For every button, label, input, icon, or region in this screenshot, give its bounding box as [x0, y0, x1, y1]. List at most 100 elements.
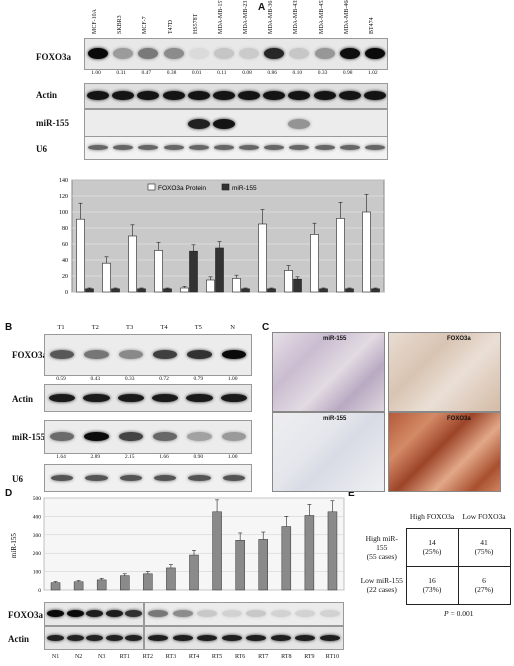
blot-band [187, 119, 210, 129]
row-label-actin-d: Actin [8, 634, 29, 644]
blot-actin-a [84, 83, 388, 109]
bar-mir155 [293, 278, 302, 293]
lane-label: RT2 [142, 654, 153, 660]
blot-band [221, 635, 242, 641]
blot-actin-b [44, 384, 252, 412]
blot-band [163, 145, 184, 150]
cell-high-mir-high-foxo: 14 (25%) [405, 527, 459, 567]
blot-band [51, 475, 74, 481]
y-tick-label: 100 [33, 570, 42, 576]
blot-band [172, 610, 193, 617]
y-tick-label: 500 [33, 496, 42, 502]
histo-label: miR-155 [323, 336, 347, 342]
blot-band [313, 91, 336, 100]
blot-band [88, 48, 109, 59]
blot-foxo3a-b [44, 334, 252, 376]
blot-band [84, 350, 109, 359]
blot-actin-d-right [144, 626, 344, 650]
row-label-actin: Actin [36, 90, 57, 100]
blot-foxo3a-d-left [44, 602, 144, 626]
blot-band [339, 145, 360, 150]
row-header-cases: (22 cases) [366, 585, 397, 594]
blot-band [289, 48, 310, 59]
bar-mir155 [215, 247, 224, 293]
lane-label: N3 [98, 654, 106, 660]
ratio-value: 0.47 [141, 70, 152, 76]
blot-band [213, 145, 234, 150]
y-tick-label: 20 [62, 274, 68, 280]
blot-band [148, 610, 168, 617]
cell-line-label: MDA-MB-453 [318, 0, 325, 34]
blot-band [137, 91, 160, 100]
panel-label-e: E [348, 488, 355, 499]
blot-band [319, 610, 340, 617]
legend-swatch [147, 183, 156, 191]
cell-percent: (25%) [422, 547, 442, 556]
blot-band [47, 635, 64, 641]
blot-band [50, 432, 75, 441]
blot-band [66, 635, 84, 641]
blot-band [84, 432, 109, 441]
blot-band [222, 475, 245, 481]
y-tick-label: 120 [59, 194, 68, 200]
blot-band [138, 145, 159, 150]
row-header-text: High miR-155 [365, 533, 398, 552]
blot-band [221, 350, 246, 359]
blot-band [270, 610, 291, 617]
cell-line-label: MCF-7 [142, 16, 149, 34]
lane-label: T3 [126, 324, 134, 331]
bar-mir155 [143, 573, 153, 591]
cell-line-label: MDA-MB-157 [217, 0, 224, 34]
blot-mir155-a [84, 109, 388, 139]
y-tick-label: 0 [65, 290, 68, 296]
col-header-high-foxo3a: High FOXO3a [406, 506, 458, 529]
y-tick-label: 300 [33, 533, 42, 539]
panel-label-d: D [5, 488, 13, 499]
ratio-value: 0.79 [193, 376, 204, 382]
histo-label: miR-155 [323, 416, 347, 422]
blot-band [105, 635, 123, 641]
histo-label: FOXO3a [447, 336, 471, 342]
blot-band [212, 119, 235, 129]
lane-label: RT1 [119, 654, 130, 660]
plot-area [71, 179, 385, 293]
blot-band [288, 91, 311, 100]
legend-label: miR-155 [232, 185, 257, 192]
bar-mir155 [137, 288, 146, 293]
lane-label: RT10 [325, 654, 340, 660]
cell-line-label: MDA-MB-361 [268, 0, 275, 34]
bar-mir155 [235, 540, 245, 591]
blot-band [162, 91, 185, 100]
y-tick-label: 40 [62, 258, 68, 264]
ratio-value: 0.01 [191, 70, 202, 76]
blot-band [118, 432, 143, 441]
blot-band [295, 635, 315, 641]
chart-mir155-tumors: 0 100 200 300 400 500 miR-155 [10, 496, 345, 594]
blot-band [221, 610, 242, 617]
blot-actin-d-left [44, 626, 144, 650]
blot-band [148, 635, 168, 641]
bar-foxo3a [76, 218, 85, 293]
ratio-value: 0.86 [267, 70, 277, 76]
ratio-value: 1.00 [227, 454, 238, 460]
p-symbol: P [444, 608, 449, 618]
blot-band [364, 145, 385, 150]
ratio-value: 0.08 [242, 70, 252, 76]
ratio-value: 1.02 [368, 70, 378, 76]
y-tick-label: 0 [38, 588, 41, 594]
contingency-table: High FOXO3a Low FOXO3a High miR-155 (55 … [358, 506, 511, 618]
lane-label: T1 [57, 324, 65, 331]
legend-label: FOXO3a Protein [158, 185, 206, 192]
blot-band [152, 394, 179, 402]
blot-band [314, 48, 335, 59]
ratio-value: 0.10 [292, 70, 303, 76]
blot-band [112, 91, 135, 100]
ratio-value: 1.00 [227, 376, 238, 382]
blot-band [288, 119, 311, 129]
bar-foxo3a [336, 218, 345, 293]
bar-foxo3a [180, 287, 189, 293]
cell-line-label: T47D [167, 20, 174, 34]
cell-percent: (73%) [422, 585, 442, 594]
bar-mir155 [73, 581, 84, 591]
lane-label: N [230, 324, 235, 331]
